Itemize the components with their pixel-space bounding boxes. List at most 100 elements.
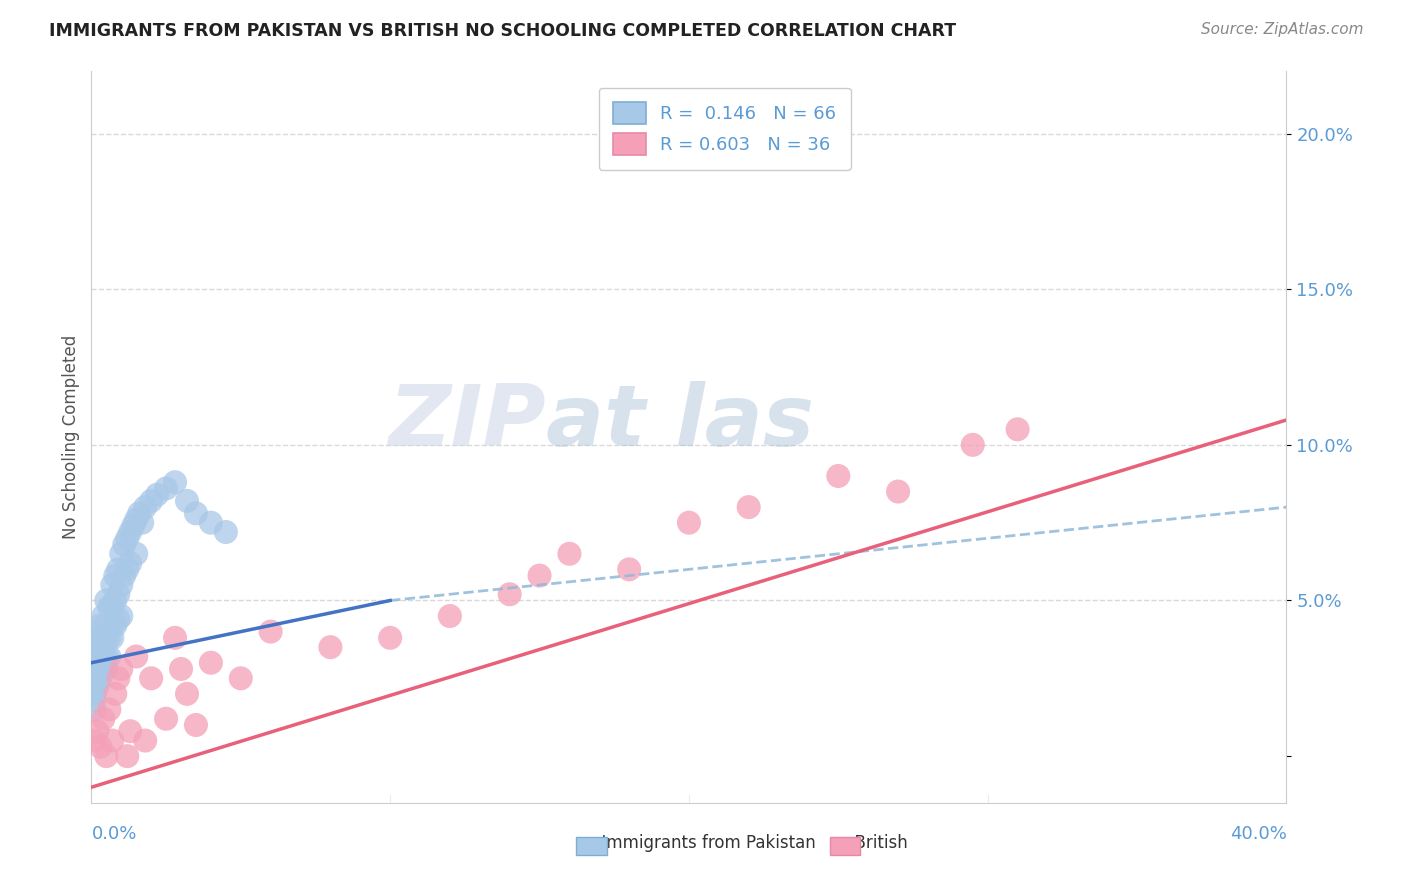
Point — [104, 593, 127, 607]
Text: Source: ZipAtlas.com: Source: ZipAtlas.com — [1201, 22, 1364, 37]
Point — [83, 687, 105, 701]
Text: at las: at las — [546, 381, 814, 464]
Point — [131, 516, 153, 530]
Point — [827, 469, 849, 483]
Point — [887, 484, 910, 499]
Point — [83, 662, 105, 676]
Point — [229, 671, 252, 685]
Point — [107, 562, 129, 576]
Point — [110, 547, 132, 561]
Point — [737, 500, 759, 515]
Point — [184, 506, 207, 520]
Point — [86, 724, 108, 739]
Point — [93, 609, 115, 624]
Point — [101, 631, 124, 645]
Point — [96, 749, 118, 764]
Point — [86, 656, 108, 670]
Point — [1007, 422, 1029, 436]
Point — [89, 662, 111, 676]
Text: ZIP: ZIP — [388, 381, 546, 464]
Point — [83, 656, 105, 670]
Point — [107, 612, 129, 626]
Point — [319, 640, 342, 655]
Y-axis label: No Schooling Completed: No Schooling Completed — [62, 335, 80, 539]
Text: British: British — [844, 834, 907, 852]
Point — [107, 671, 129, 685]
Point — [155, 482, 177, 496]
Point — [96, 649, 118, 664]
Point — [86, 640, 108, 655]
Point — [93, 712, 115, 726]
Point — [96, 593, 118, 607]
Point — [115, 562, 138, 576]
Point — [439, 609, 461, 624]
Point — [93, 631, 115, 645]
Point — [141, 671, 163, 685]
Point — [122, 518, 145, 533]
Point — [380, 631, 402, 645]
Point — [86, 681, 108, 695]
Point — [110, 662, 132, 676]
Point — [89, 671, 111, 685]
Text: 40.0%: 40.0% — [1230, 824, 1286, 843]
Point — [678, 516, 700, 530]
Point — [93, 649, 115, 664]
Point — [120, 556, 142, 570]
Point — [110, 609, 132, 624]
Point — [155, 712, 177, 726]
Point — [96, 662, 118, 676]
Point — [134, 733, 156, 747]
Point — [141, 494, 163, 508]
Point — [83, 671, 105, 685]
Point — [83, 702, 105, 716]
Point — [98, 649, 121, 664]
Point — [89, 649, 111, 664]
Legend: R =  0.146   N = 66, R = 0.603   N = 36: R = 0.146 N = 66, R = 0.603 N = 36 — [599, 87, 851, 169]
Point — [115, 531, 138, 545]
Point — [558, 547, 581, 561]
Point — [115, 749, 138, 764]
Point — [215, 524, 238, 539]
Point — [146, 488, 169, 502]
Point — [200, 656, 222, 670]
Point — [619, 562, 641, 576]
Point — [120, 724, 142, 739]
Point — [176, 687, 198, 701]
Point — [176, 494, 198, 508]
Point — [163, 631, 186, 645]
Point — [104, 568, 127, 582]
Point — [89, 631, 111, 645]
Point — [83, 649, 105, 664]
Point — [98, 599, 121, 614]
Point — [89, 640, 111, 655]
Point — [89, 618, 111, 632]
Point — [98, 702, 121, 716]
Point — [101, 618, 124, 632]
Point — [125, 547, 148, 561]
Point — [83, 693, 105, 707]
Point — [120, 524, 142, 539]
Point — [259, 624, 281, 639]
Point — [86, 624, 108, 639]
Point — [96, 631, 118, 645]
Text: IMMIGRANTS FROM PAKISTAN VS BRITISH NO SCHOOLING COMPLETED CORRELATION CHART: IMMIGRANTS FROM PAKISTAN VS BRITISH NO S… — [49, 22, 956, 40]
Point — [962, 438, 984, 452]
Point — [104, 687, 127, 701]
Text: 0.0%: 0.0% — [91, 824, 136, 843]
Point — [128, 506, 150, 520]
Point — [86, 671, 108, 685]
Point — [107, 587, 129, 601]
Point — [101, 578, 124, 592]
Point — [101, 733, 124, 747]
Point — [200, 516, 222, 530]
Point — [89, 739, 111, 754]
Point — [184, 718, 207, 732]
Point — [529, 568, 551, 582]
Point — [83, 681, 105, 695]
Point — [86, 662, 108, 676]
Point — [83, 733, 105, 747]
Point — [110, 578, 132, 592]
Point — [96, 618, 118, 632]
Point — [93, 662, 115, 676]
Point — [112, 537, 135, 551]
